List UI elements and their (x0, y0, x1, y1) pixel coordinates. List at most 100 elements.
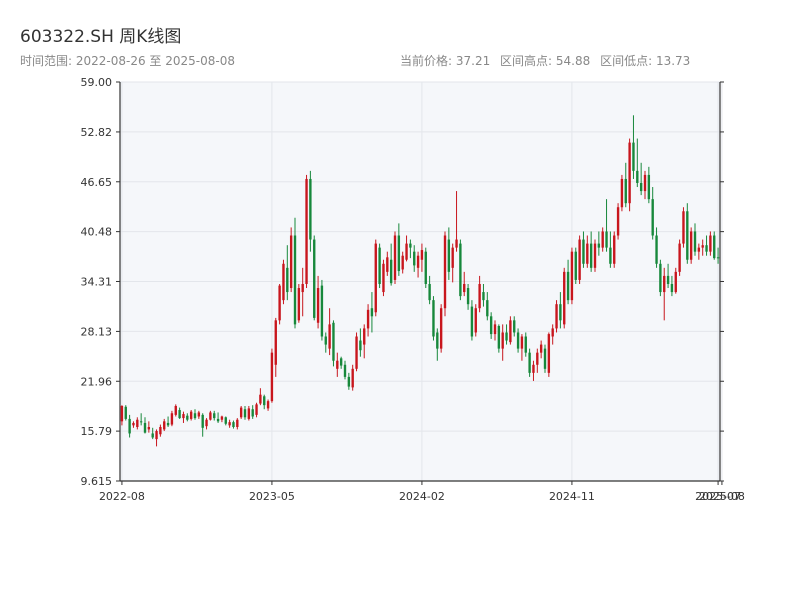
candle-body (659, 263, 662, 293)
candle-body (536, 352, 539, 365)
candle-body (413, 251, 416, 266)
candle-body (486, 300, 489, 317)
candle (647, 166, 651, 204)
candle (232, 420, 235, 429)
candle (332, 320, 335, 367)
candle-body (193, 413, 197, 419)
range-high-label: 区间高点: 54.88 (500, 54, 591, 68)
candle (428, 275, 431, 305)
candle (416, 251, 420, 278)
candle-body (159, 426, 162, 435)
candle (259, 388, 262, 406)
candle-body (355, 336, 358, 369)
candle-body (293, 235, 297, 325)
candle (139, 413, 143, 426)
candle (566, 259, 570, 305)
candle (328, 308, 331, 356)
candle (159, 424, 162, 437)
candle-body (197, 412, 201, 417)
candle-body (516, 332, 520, 349)
candle (274, 317, 277, 377)
candle (155, 429, 158, 447)
candle (397, 223, 401, 276)
candle-body (663, 275, 666, 293)
candle (705, 235, 708, 256)
candle-body (547, 334, 551, 373)
candle (239, 405, 243, 419)
candle-body (266, 401, 270, 409)
y-tick-label: 9.615 (81, 475, 113, 488)
y-tick-label: 52.82 (81, 126, 113, 139)
candle-body (139, 421, 143, 423)
candle (593, 239, 597, 272)
candle-body (605, 231, 608, 248)
candle (389, 243, 393, 286)
candle-body (332, 322, 335, 361)
candle (436, 328, 439, 361)
candle-body (147, 426, 151, 430)
candle (343, 360, 347, 380)
candle (163, 418, 166, 432)
candle-body (593, 243, 597, 268)
candle-body (505, 332, 508, 341)
candle (520, 334, 524, 361)
candle-body (470, 306, 474, 337)
candle (613, 231, 616, 268)
candle (686, 203, 689, 264)
candle (305, 174, 308, 289)
candle-body (155, 431, 158, 440)
candle-body (624, 178, 627, 204)
candle (339, 356, 343, 369)
candle-body (566, 271, 570, 301)
candle-body (428, 283, 431, 301)
candle-body (313, 239, 316, 318)
candle (313, 235, 316, 321)
candle (609, 231, 612, 268)
candle (559, 292, 562, 329)
candle-body (120, 405, 124, 422)
candle-body (709, 235, 712, 252)
candle-body (578, 239, 581, 280)
candle (643, 170, 647, 200)
candle-body (278, 285, 281, 321)
candle-body (439, 308, 443, 349)
candle (501, 324, 504, 361)
y-tick-label: 15.79 (81, 425, 113, 438)
candle (132, 421, 135, 428)
candle-body (289, 235, 293, 289)
candle-body (539, 344, 543, 353)
candle (678, 239, 681, 276)
range-low-label: 区间低点: 13.73 (600, 54, 691, 68)
candle (663, 267, 666, 321)
candle-body (616, 207, 620, 236)
candle (516, 328, 520, 353)
candle (270, 348, 274, 403)
candle-body (632, 142, 635, 171)
candle-body (324, 336, 327, 345)
candle-body (543, 348, 547, 369)
x-tick-label: 2023-05 (249, 490, 295, 503)
candle-body (716, 257, 720, 259)
candle-body (128, 418, 131, 434)
candle (439, 304, 443, 353)
candle (528, 348, 531, 377)
candle-body (409, 243, 412, 248)
candle (297, 283, 301, 323)
candle-body (305, 178, 308, 284)
candle-body (216, 418, 220, 422)
x-axis-ticks: 2022-08 2023-05 2024-02 2024-11 2025-072025-… (99, 481, 745, 503)
candle (278, 283, 281, 325)
candle-body (670, 283, 674, 293)
candle (713, 231, 716, 260)
candle-body (639, 182, 643, 192)
candle (316, 275, 320, 329)
candle-body (347, 376, 351, 387)
candle (220, 415, 224, 423)
candle (378, 243, 381, 289)
y-tick-label: 34.31 (81, 275, 113, 288)
candle (386, 251, 389, 276)
candle (463, 271, 466, 297)
candle-body (432, 300, 435, 337)
x-tick-label: 2022-08 (99, 490, 145, 503)
